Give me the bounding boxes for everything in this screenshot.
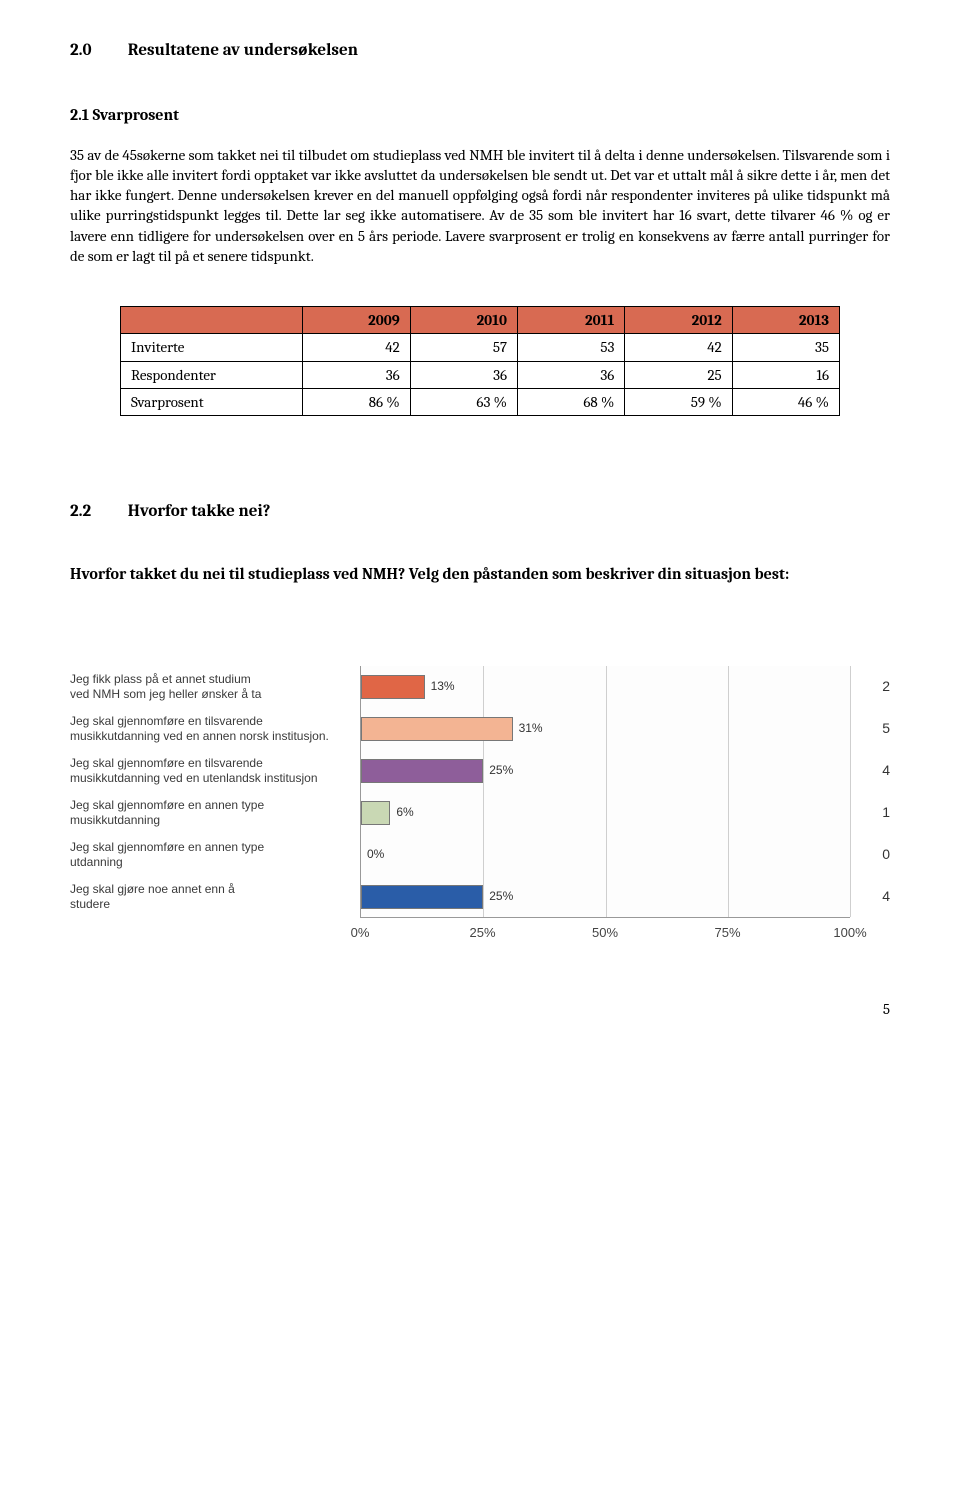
chart-bar-row: 31% [361, 717, 850, 741]
table-cell: 42 [303, 334, 410, 361]
table-header-year: 2010 [410, 307, 517, 334]
table-row: Svarprosent 86 % 63 % 68 % 59 % 46 % [121, 388, 840, 415]
reason-chart: Jeg fikk plass på et annet studiumved NM… [70, 666, 890, 944]
chart-category-label: Jeg skal gjennomføre en tilsvarendemusik… [70, 750, 360, 792]
chart-bar-value-label: 25% [489, 762, 513, 778]
chart-count-value: 0 [850, 834, 890, 876]
table-header-blank [121, 307, 303, 334]
table-row-label: Respondenter [121, 361, 303, 388]
chart-category-labels: Jeg fikk plass på et annet studiumved NM… [70, 666, 360, 944]
chart-bar [361, 801, 390, 825]
table-header-year: 2012 [625, 307, 732, 334]
table-header-row: 2009 2010 2011 2012 2013 [121, 307, 840, 334]
chart-category-label: Jeg skal gjøre noe annet enn åstudere [70, 876, 360, 918]
chart-x-tick: 50% [592, 924, 618, 942]
chart-x-tick: 25% [469, 924, 495, 942]
table-cell: 16 [732, 361, 839, 388]
chart-bar-value-label: 6% [396, 804, 413, 820]
chart-bar-value-label: 0% [367, 846, 384, 862]
table-cell: 68 % [518, 388, 625, 415]
table-cell: 63 % [410, 388, 517, 415]
table-header-year: 2009 [303, 307, 410, 334]
chart-bar-row: 13% [361, 675, 850, 699]
chart-gridline [483, 666, 484, 917]
chart-bar [361, 675, 425, 699]
table-row-label: Svarprosent [121, 388, 303, 415]
chart-gridline [850, 666, 851, 917]
chart-bar-row: 6% [361, 801, 850, 825]
chart-bar-row: 25% [361, 759, 850, 783]
chart-bar [361, 759, 483, 783]
chart-gridline [606, 666, 607, 917]
chart-bar-row: 25% [361, 885, 850, 909]
table-cell: 42 [625, 334, 732, 361]
survey-question: Hvorfor takket du nei til studieplass ve… [70, 564, 890, 586]
heading-number: 2.0 [70, 40, 124, 63]
page-number: 5 [70, 999, 890, 1019]
heading-text: Hvorfor takke nei? [128, 502, 271, 521]
chart-x-tick: 75% [714, 924, 740, 942]
chart-x-tick: 0% [351, 924, 370, 942]
chart-plot: 13% 31% 25% 6% 0% 25% [360, 666, 850, 918]
chart-gridline [728, 666, 729, 917]
chart-bar [361, 717, 513, 741]
section-heading-2-2: 2.2 Hvorfor takke nei? [70, 501, 890, 524]
chart-count-column: 254104 [850, 666, 890, 944]
chart-x-axis: 0%25%50%75%100% [360, 924, 850, 944]
chart-plot-area: 13%31%25%6%0%25% 0%25%50%75%100% [360, 666, 850, 944]
response-rate-table: 2009 2010 2011 2012 2013 Inviterte 42 57… [120, 306, 840, 416]
chart-count-value: 2 [850, 666, 890, 708]
chart-category-label: Jeg fikk plass på et annet studiumved NM… [70, 666, 360, 708]
table-header-year: 2013 [732, 307, 839, 334]
chart-bar-row: 0% [361, 843, 850, 867]
table-header-year: 2011 [518, 307, 625, 334]
table-cell: 86 % [303, 388, 410, 415]
chart-count-value: 4 [850, 876, 890, 918]
table-row-label: Inviterte [121, 334, 303, 361]
chart-bar-value-label: 31% [519, 720, 543, 736]
table-cell: 36 [518, 361, 625, 388]
table-cell: 59 % [625, 388, 732, 415]
chart-count-value: 4 [850, 750, 890, 792]
chart-count-value: 1 [850, 792, 890, 834]
table-cell: 36 [303, 361, 410, 388]
table-cell: 57 [410, 334, 517, 361]
chart-bar-value-label: 13% [431, 678, 455, 694]
chart-category-label: Jeg skal gjennomføre en tilsvarendemusik… [70, 708, 360, 750]
table-cell: 36 [410, 361, 517, 388]
chart-count-value: 5 [850, 708, 890, 750]
body-paragraph: 35 av de 45søkerne som takket nei til ti… [70, 145, 890, 267]
table-row: Respondenter 36 36 36 25 16 [121, 361, 840, 388]
section-heading-2-0: 2.0 Resultatene av undersøkelsen [70, 40, 890, 63]
heading-text: Resultatene av undersøkelsen [128, 41, 358, 60]
table-cell: 53 [518, 334, 625, 361]
table-cell: 46 % [732, 388, 839, 415]
chart-x-tick: 100% [833, 924, 866, 942]
chart-category-label: Jeg skal gjennomføre en annen typeutdann… [70, 834, 360, 876]
table-cell: 35 [732, 334, 839, 361]
chart-bar-value-label: 25% [489, 888, 513, 904]
table-row: Inviterte 42 57 53 42 35 [121, 334, 840, 361]
chart-category-label: Jeg skal gjennomføre en annen typemusikk… [70, 792, 360, 834]
section-heading-2-1: 2.1 Svarprosent [70, 105, 890, 127]
table-cell: 25 [625, 361, 732, 388]
chart-bar [361, 885, 483, 909]
heading-number: 2.2 [70, 501, 124, 524]
